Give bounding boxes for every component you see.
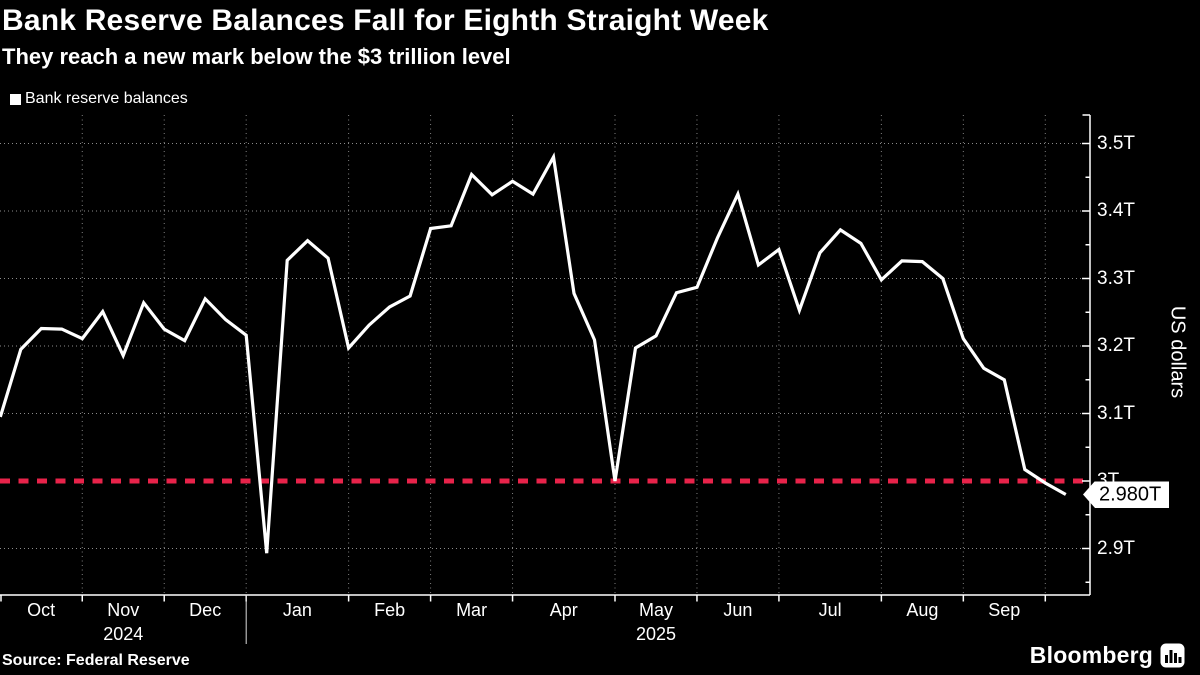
y-tick-label: 3.4T <box>1097 200 1136 221</box>
x-tick-label: Jan <box>282 600 312 620</box>
horizontal-gridlines <box>0 143 1090 549</box>
y-tick-label: 3.1T <box>1097 402 1136 424</box>
x-tick-label: Feb <box>374 600 406 620</box>
bloomberg-bar-chart-icon <box>1160 643 1185 668</box>
x-tick-label: May <box>638 600 673 620</box>
axes-and-ticks <box>0 114 1091 644</box>
x-tick-label: Nov <box>107 600 140 620</box>
vertical-gridlines <box>81 115 1046 595</box>
year-label: 2024 <box>103 624 144 644</box>
chart-subtitle: They reach a new mark below the $3 trill… <box>2 44 511 69</box>
source-note: Source: Federal Reserve <box>2 652 190 669</box>
bloomberg-wordmark: Bloomberg <box>1029 642 1153 668</box>
legend-label: Bank reserve balances <box>25 90 188 107</box>
y-tick-label: 2.9T <box>1097 537 1136 559</box>
bloomberg-logo: Bloomberg <box>1030 642 1185 669</box>
reserve-balances-line <box>0 152 1067 554</box>
x-tick-label: Oct <box>27 600 56 620</box>
chart-title: Bank Reserve Balances Fall for Eighth St… <box>2 4 769 37</box>
x-tick-label: Jun <box>723 600 753 620</box>
x-tick-label: Sep <box>988 600 1021 620</box>
x-tick-label: Jul <box>818 600 842 620</box>
y-tick-label: 3.5T <box>1097 132 1136 154</box>
x-tick-label: Aug <box>906 600 939 620</box>
x-tick-label: Mar <box>456 600 488 620</box>
x-tick-label: Apr <box>549 600 578 620</box>
x-tick-label: Dec <box>189 600 222 620</box>
y-tick-label: 3.3T <box>1097 267 1136 289</box>
last-value-callout: 2.980T <box>1083 481 1170 508</box>
y-axis-title: US dollars <box>1166 305 1189 399</box>
year-label: 2025 <box>635 624 676 644</box>
legend: Bank reserve balances <box>10 90 188 108</box>
y-tick-label: 3.2T <box>1097 335 1136 356</box>
legend-swatch-icon <box>10 93 21 105</box>
